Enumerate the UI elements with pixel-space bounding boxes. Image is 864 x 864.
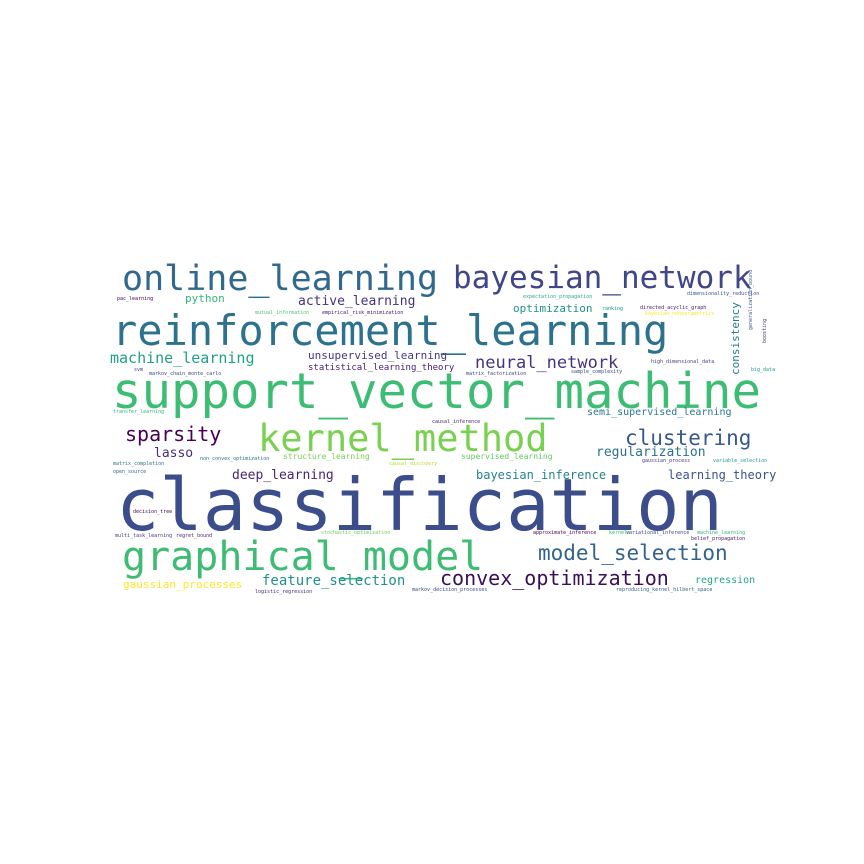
word-boosting: boosting	[762, 319, 768, 343]
word-dimensionality-reduction: dimensionality_reduction	[687, 291, 759, 297]
word-consistency: consistency	[729, 302, 742, 375]
word-kernel-method: kernel_method	[258, 417, 548, 461]
word-markov-decision-processes: markov_decision_processes	[412, 587, 487, 593]
word-supervised-learning: supervised_learning	[461, 452, 553, 461]
word-active-learning: active_learning	[298, 294, 415, 309]
word-decision-tree: decision_tree	[133, 509, 172, 515]
word-svm: svm	[134, 367, 143, 373]
word-neural-network: neural_network	[475, 353, 618, 373]
word-transfer-learning: transfer_learning	[113, 409, 164, 415]
word-sparsity: sparsity	[125, 422, 221, 446]
word-sample-complexity: sample_complexity	[571, 369, 622, 375]
word-matrix-completion: matrix_completion	[113, 461, 164, 467]
word-structure-learning: structure_learning	[283, 452, 370, 461]
word-lasso: lasso	[154, 446, 193, 461]
word-python: python	[185, 292, 225, 305]
word-mutual-information: mutual_information	[255, 310, 309, 316]
word-bayesian-network: bayesian_network	[453, 260, 752, 296]
word-deep-learning: deep_learning	[232, 468, 334, 483]
word-belief-propagation: belief_propagation	[691, 536, 745, 542]
word-big-data: big_data	[751, 367, 775, 373]
word-model-selection: model_selection	[538, 541, 728, 565]
word-online-learning: online_learning	[122, 259, 438, 299]
word-machine-learning: machine_learning	[110, 349, 255, 367]
word-multi-task-learning: multi_task_learning	[115, 533, 172, 539]
word-empirical-risk-minimization: empirical_risk_minimization	[322, 310, 403, 316]
word-feature-selection: feature_selection	[262, 573, 405, 589]
word-open-source: open_source	[113, 469, 146, 475]
word-approximate-inference: approximate_inference	[533, 530, 596, 536]
word-causal-discovery: causal_discovery	[389, 461, 437, 467]
word-convex-optimization: convex_optimization	[440, 566, 669, 590]
word-gaussian-process: gaussian_process	[642, 458, 690, 464]
word-clustering: clustering	[625, 426, 751, 450]
word-high-dimensional-data: high_dimensional_data	[651, 359, 714, 365]
word-machine-learning-small: machine_learning	[697, 530, 745, 536]
word-generalization-bound: generalization_bound	[748, 270, 754, 330]
word-regression: regression	[695, 575, 755, 586]
word-reinforcement-learning: reinforcement_learning	[112, 306, 668, 355]
word-unsupervised-learning: unsupervised_learning	[308, 349, 447, 362]
word-graphical-model: graphical_model	[122, 534, 483, 580]
word-variable-selection: variable_selection	[713, 458, 767, 464]
word-directed-acyclic-graph: directed_acyclic_graph	[640, 305, 706, 311]
word-variational-inference: variational_inference	[626, 530, 689, 536]
word-pac-learning: pac_learning	[117, 296, 153, 302]
word-bayesian-inference: bayesian_inference	[476, 468, 606, 482]
word-regularization: regularization	[596, 445, 706, 460]
word-causal-inference: causal_inference	[432, 419, 480, 425]
word-stochastic-optimization: stochastic_optimization	[321, 530, 390, 536]
word-ranking: ranking	[602, 306, 623, 312]
word-gaussian-processes: gaussian_processes	[123, 578, 242, 591]
word-classification: classification	[116, 463, 723, 547]
word-support-vector-machine: support_vector_machine	[112, 363, 761, 420]
word-matrix-factorization: matrix_factorization	[466, 371, 526, 377]
word-reproducing-kernel-hilbert-space: reproducing_kernel_hilbert_space	[616, 587, 712, 593]
word-expectation-propagation: expectation_propagation	[523, 294, 592, 300]
word-kernels: kernels	[609, 530, 630, 536]
word-bayesian-nonparametrics: bayesian_nonparametrics	[645, 311, 714, 317]
word-statistical-learning-theory: statistical_learning_theory	[308, 363, 455, 373]
word-markov-chain-monte-carlo: markov_chain_monte_carlo	[149, 371, 221, 377]
word-semi-supervised-learning: semi_supervised_learning	[587, 407, 732, 418]
word-optimization: optimization	[513, 302, 592, 315]
word-logistic-regression: logistic_regression	[255, 589, 312, 595]
word-non-convex-optimization: non_convex_optimization	[200, 456, 269, 462]
word-regret-bound: regret_bound	[176, 533, 212, 539]
word-learning-theory: learning_theory	[668, 468, 776, 482]
